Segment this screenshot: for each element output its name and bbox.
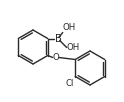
Text: O: O xyxy=(53,53,60,62)
Text: OH: OH xyxy=(63,23,76,32)
Text: OH: OH xyxy=(67,43,80,52)
Text: Cl: Cl xyxy=(66,79,74,88)
Text: B: B xyxy=(55,33,62,43)
